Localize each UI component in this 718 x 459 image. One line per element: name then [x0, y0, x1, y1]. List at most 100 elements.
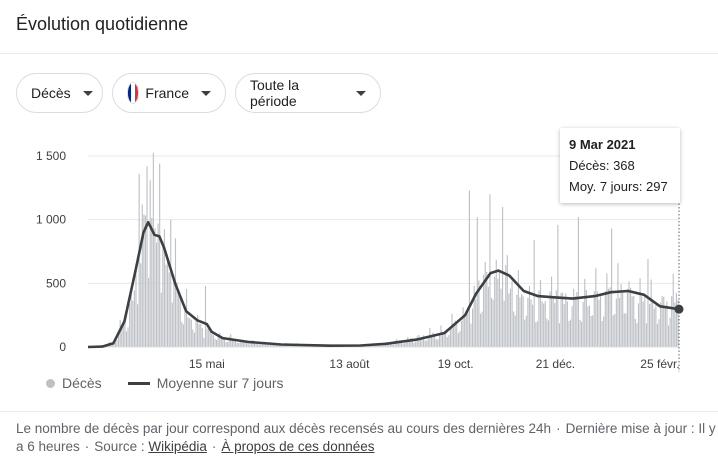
legend-bars-swatch: [46, 378, 55, 388]
daily-deaths-bar: [163, 229, 165, 347]
daily-deaths-bar: [140, 263, 142, 347]
tooltip-average: Moy. 7 jours: 297: [569, 179, 668, 194]
daily-deaths-bar: [135, 270, 137, 347]
daily-deaths-bar: [479, 313, 482, 347]
daily-deaths-bar: [672, 273, 674, 347]
daily-deaths-bar: [132, 300, 134, 347]
daily-deaths-bar: [462, 307, 464, 347]
header-divider: [0, 53, 718, 54]
daily-deaths-bar: [579, 319, 581, 347]
daily-deaths-bar: [490, 297, 493, 347]
daily-deaths-bar: [636, 323, 638, 347]
tooltip-date: 9 Mar 2021: [569, 137, 636, 152]
daily-deaths-bar: [568, 320, 570, 347]
daily-deaths-bar: [460, 320, 463, 347]
daily-deaths-bar: [421, 338, 423, 347]
daily-deaths-bar: [227, 342, 229, 347]
daily-deaths-bar: [677, 300, 679, 347]
daily-deaths-bar: [520, 294, 523, 347]
daily-deaths-bar: [119, 319, 121, 347]
legend-line-label: Moyenne sur 7 jours: [156, 375, 284, 391]
daily-deaths-bar: [642, 301, 644, 347]
country-dropdown-label: France: [145, 85, 189, 101]
daily-deaths-bar: [200, 324, 202, 347]
daily-deaths-bar: [162, 241, 164, 347]
footer-description: Le nombre de décès par jour correspond a…: [16, 421, 552, 436]
daily-deaths-bar: [661, 296, 663, 347]
daily-deaths-bar: [475, 299, 477, 347]
daily-deaths-bar: [530, 299, 532, 347]
daily-deaths-bar: [427, 336, 429, 347]
daily-deaths-bar: [404, 343, 406, 347]
daily-deaths-bar: [143, 214, 145, 347]
daily-deaths-bar: [494, 276, 496, 347]
daily-deaths-bar: [168, 272, 170, 347]
daily-deaths-bar: [517, 270, 519, 347]
daily-deaths-bar: [434, 334, 436, 347]
daily-deaths-bar: [577, 217, 580, 347]
daily-deaths-bar: [167, 261, 169, 347]
daily-deaths-bar: [566, 301, 568, 347]
daily-deaths-bar: [208, 327, 210, 347]
footer-updated: Dernière mise à jour : Il y a 6 heures: [16, 421, 716, 454]
daily-deaths-bar: [185, 289, 188, 347]
daily-deaths-bar: [389, 343, 391, 347]
daily-deaths-bar: [122, 320, 124, 347]
metric-dropdown[interactable]: Décès: [16, 73, 103, 113]
daily-deaths-bar: [617, 263, 619, 347]
daily-deaths-bar: [415, 341, 417, 347]
daily-deaths-bar: [222, 337, 224, 347]
daily-deaths-bar: [652, 299, 654, 347]
daily-deaths-bar: [114, 342, 117, 347]
daily-deaths-bar: [456, 322, 458, 347]
daily-deaths-bar: [370, 345, 372, 347]
daily-deaths-bar: [144, 215, 147, 347]
daily-deaths-bar: [426, 340, 428, 347]
source-link[interactable]: Wikipédia: [148, 439, 207, 454]
daily-deaths-bar: [146, 166, 148, 347]
daily-deaths-bar: [418, 334, 420, 347]
daily-deaths-bar: [228, 336, 230, 347]
daily-deaths-bar: [525, 315, 527, 347]
daily-deaths-bar: [508, 293, 510, 347]
daily-deaths-bar: [503, 300, 505, 347]
daily-deaths-bar: [565, 293, 567, 347]
daily-deaths-bar: [656, 323, 659, 347]
x-tick-label: 21 déc.: [536, 357, 575, 371]
daily-deaths-bar: [223, 337, 226, 347]
daily-deaths-bar: [516, 294, 518, 347]
daily-deaths-bar: [449, 327, 452, 347]
about-data-link[interactable]: À propos de ces données: [221, 439, 375, 454]
daily-deaths-bar: [130, 294, 132, 347]
country-dropdown[interactable]: France: [112, 73, 226, 113]
daily-deaths-bar: [465, 313, 467, 347]
daily-deaths-bar: [250, 342, 252, 347]
daily-deaths-bar: [174, 238, 177, 347]
daily-deaths-bar: [557, 224, 559, 347]
daily-deaths-bar: [149, 180, 151, 347]
daily-deaths-bar: [234, 338, 237, 347]
daily-deaths-bar: [584, 278, 586, 347]
daily-deaths-bar: [612, 315, 614, 347]
daily-deaths-bar: [293, 345, 295, 347]
daily-deaths-bar: [257, 342, 259, 347]
daily-deaths-bar: [225, 342, 227, 347]
period-dropdown[interactable]: Toute la période: [235, 73, 381, 113]
daily-deaths-bar: [241, 339, 243, 347]
daily-deaths-bar: [154, 228, 156, 347]
deaths-chart[interactable]: 0 500 1 000 1 500 15 mai 13 août 19 oct. 21 déc…: [0, 120, 718, 375]
daily-deaths-bar: [524, 319, 526, 347]
daily-deaths-bar: [647, 259, 649, 347]
daily-deaths-bar: [198, 324, 200, 347]
daily-deaths-bar: [625, 313, 627, 347]
daily-deaths-bar: [497, 278, 499, 347]
x-tick-label: 19 oct.: [438, 357, 474, 371]
daily-deaths-bar: [562, 292, 564, 347]
daily-deaths-bar: [457, 333, 459, 347]
daily-deaths-bar: [574, 296, 576, 347]
daily-deaths-bar: [623, 313, 625, 347]
daily-deaths-bar: [446, 337, 448, 347]
daily-deaths-bar: [645, 323, 647, 347]
daily-deaths-bar: [159, 163, 161, 347]
daily-deaths-bar: [481, 311, 483, 347]
